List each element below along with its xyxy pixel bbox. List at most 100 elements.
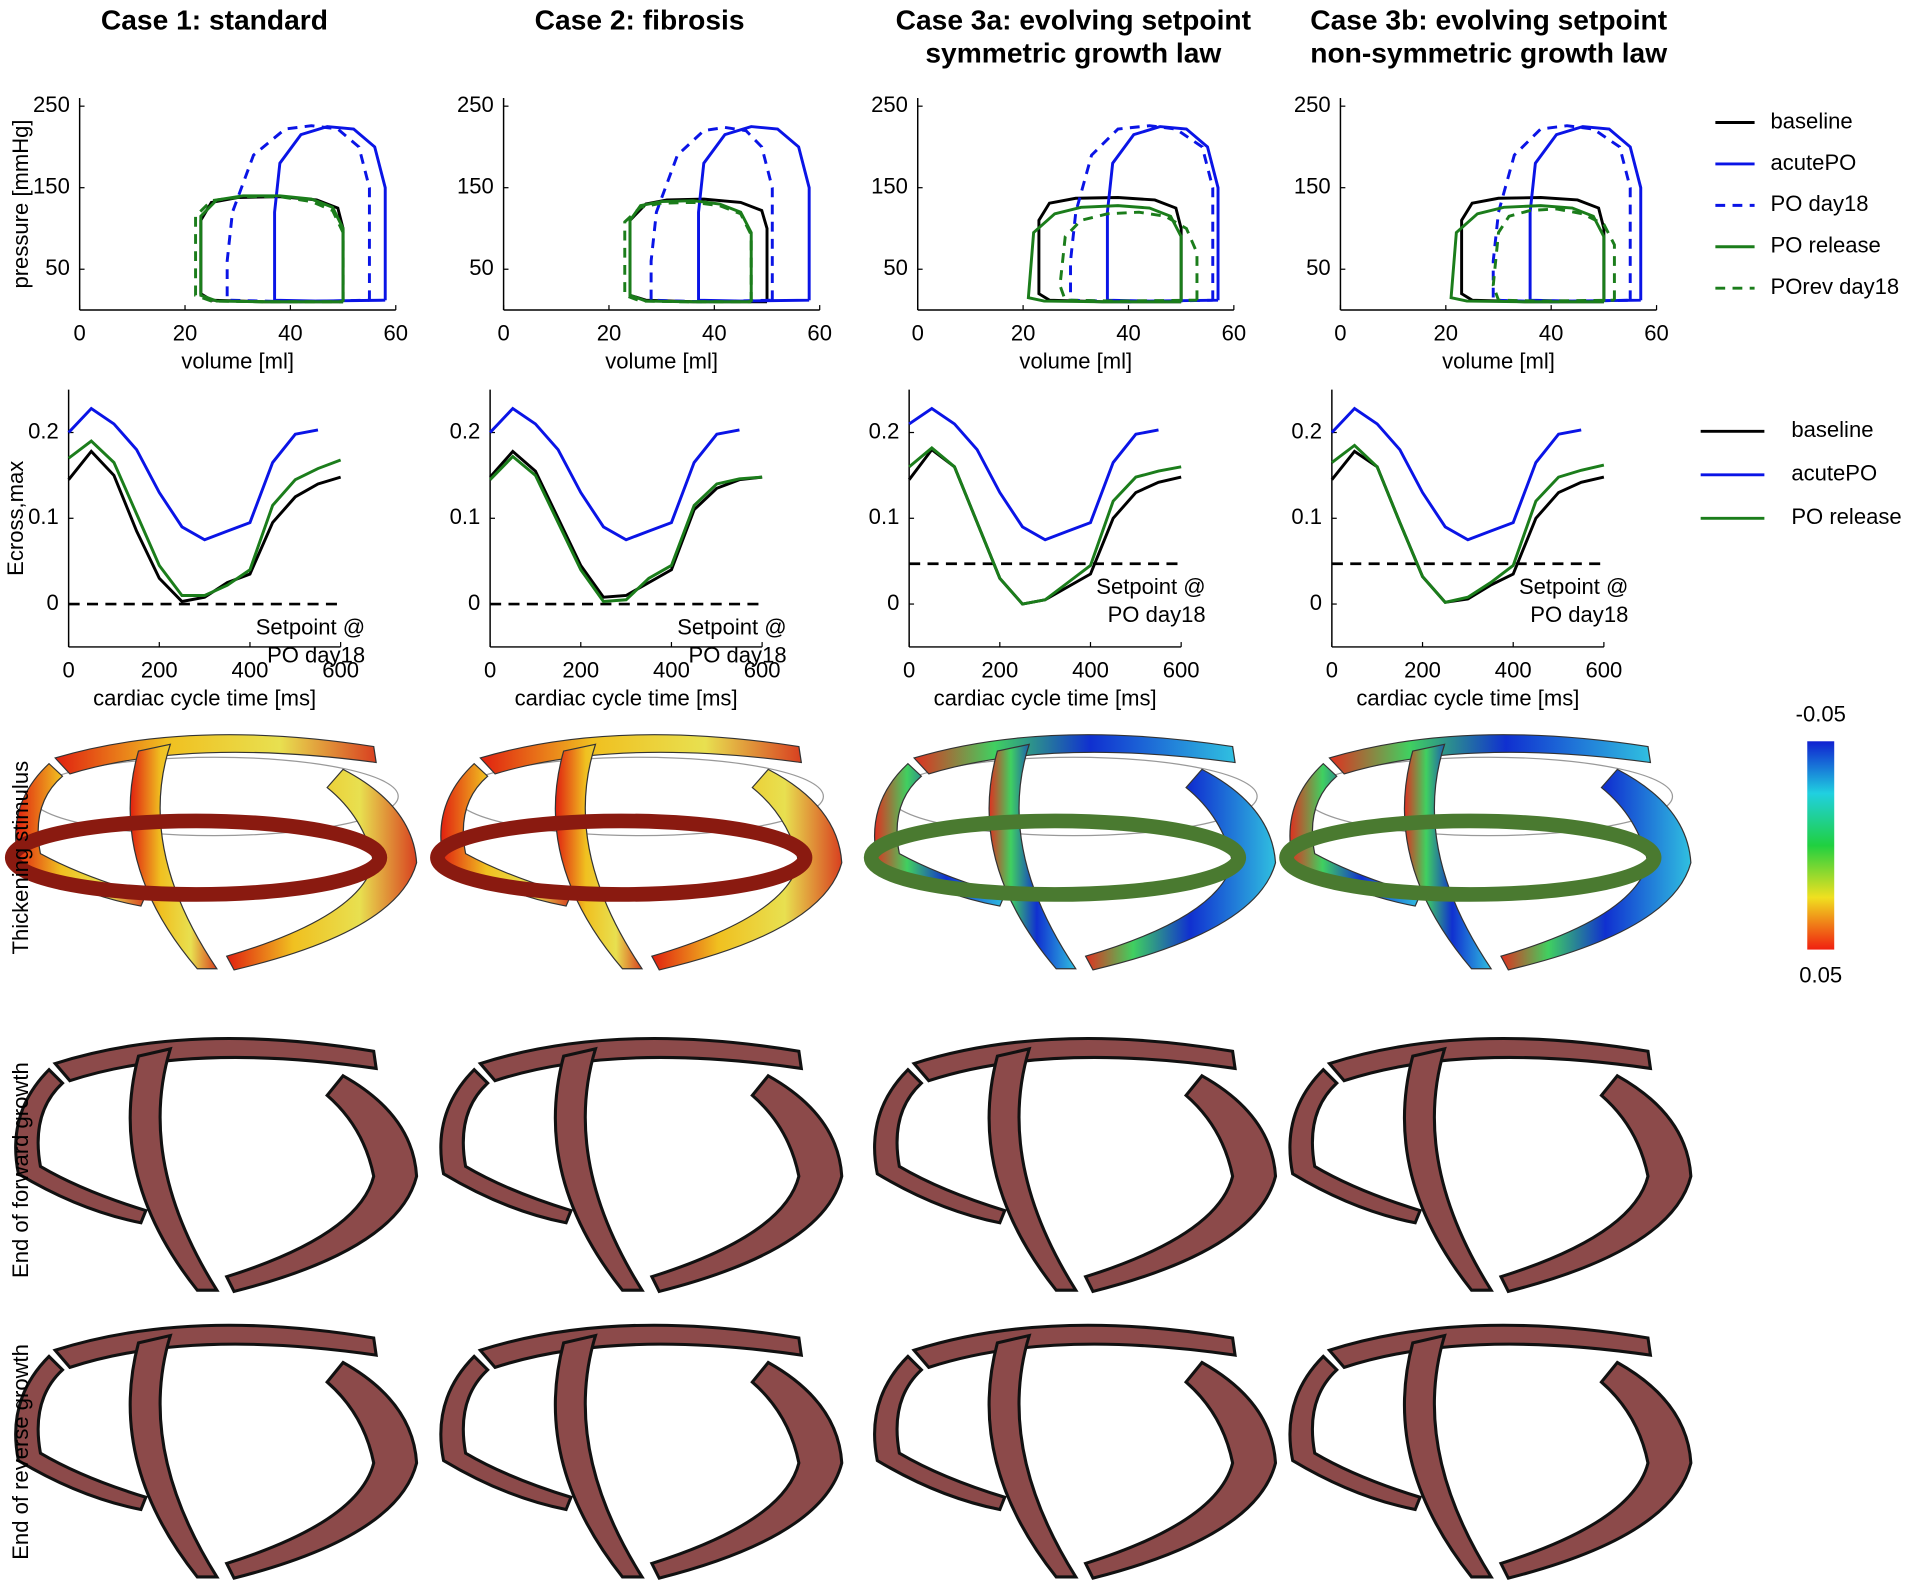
x-tick-label: 60 — [1644, 320, 1669, 345]
colorbar-label: -0.05 — [1796, 701, 1846, 726]
x-tick-label: 20 — [1434, 320, 1459, 345]
x-tick-label: 0 — [62, 657, 74, 682]
series-line — [1449, 204, 1606, 304]
y-tick-label: 0.2 — [450, 418, 481, 443]
series-line — [908, 446, 1182, 606]
x-axis-label: cardiac cycle time [ms] — [1356, 685, 1579, 710]
x-tick-label: 0 — [484, 657, 496, 682]
legend-label: acutePO — [1771, 150, 1857, 175]
x-tick-label: 200 — [141, 657, 178, 682]
row-label: Thickening stimulus — [8, 761, 33, 955]
y-tick-label: 0.2 — [1291, 418, 1322, 443]
series-line — [1069, 124, 1215, 304]
x-tick-label: 600 — [1163, 657, 1200, 682]
y-tick-label: 0 — [468, 590, 480, 615]
annotation: PO day18 — [267, 643, 365, 668]
series-line — [908, 406, 1159, 542]
series-line — [67, 439, 342, 597]
y-axis-label: pressure [mmHg] — [8, 119, 33, 288]
y-tick-label: 0.2 — [28, 418, 59, 443]
y-tick-label: 250 — [1294, 92, 1331, 117]
x-tick-label: 400 — [232, 657, 269, 682]
series-line — [697, 125, 811, 303]
y-tick-label: 50 — [45, 255, 70, 280]
ring — [1279, 813, 1662, 902]
x-tick-label: 600 — [1585, 657, 1622, 682]
valve-render — [873, 1323, 1278, 1580]
ring — [430, 813, 813, 902]
series-line — [225, 124, 371, 304]
x-tick-label: 0 — [497, 320, 509, 345]
forward-growth-renders — [14, 1036, 1693, 1293]
series-line — [489, 449, 763, 599]
series-line — [1491, 207, 1616, 303]
legend-label: PO day18 — [1771, 191, 1869, 216]
annotation: Setpoint @ — [677, 614, 786, 639]
y-tick-label: 0 — [47, 590, 59, 615]
x-tick-label: 0 — [1326, 657, 1338, 682]
legend-label: baseline — [1791, 417, 1873, 442]
ring — [863, 813, 1247, 902]
series-line — [199, 195, 345, 304]
valve-render — [1288, 1323, 1693, 1580]
series-line — [67, 406, 319, 542]
colorbar-label: 0.05 — [1799, 962, 1842, 987]
legend-label: POrev day18 — [1771, 274, 1900, 299]
y-tick-label: 50 — [469, 255, 494, 280]
y-tick-label: 0 — [1310, 590, 1322, 615]
valve-render — [14, 1036, 419, 1293]
column-title: non-symmetric growth law — [1310, 37, 1667, 69]
column-title: Case 3b: evolving setpoint — [1310, 3, 1668, 35]
y-tick-label: 250 — [457, 92, 494, 117]
series-line — [1330, 406, 1582, 542]
y-tick-label: 0.1 — [28, 504, 59, 529]
valve-render — [439, 1323, 844, 1580]
x-axis-label: volume [ml] — [181, 349, 294, 374]
row-label: End of reverse growth — [8, 1344, 33, 1560]
ring — [4, 813, 388, 902]
series-line — [199, 194, 345, 304]
x-axis-label: volume [ml] — [605, 349, 718, 374]
x-tick-label: 40 — [1116, 320, 1141, 345]
x-tick-label: 40 — [702, 320, 727, 345]
y-tick-label: 150 — [33, 174, 70, 199]
reverse-growth-renders — [14, 1323, 1693, 1580]
y-axis-label: Ecross,max — [3, 461, 28, 576]
x-axis-label: volume [ml] — [1019, 349, 1132, 374]
x-tick-label: 200 — [1404, 657, 1441, 682]
valve-render — [873, 734, 1277, 971]
y-tick-label: 0.1 — [1291, 504, 1322, 529]
y-tick-label: 0.1 — [450, 504, 481, 529]
series-line — [1058, 210, 1199, 303]
series-line — [67, 449, 342, 604]
x-tick-label: 20 — [173, 320, 198, 345]
column-title: Case 3a: evolving setpoint — [896, 3, 1252, 35]
annotation: PO day18 — [1108, 602, 1206, 627]
valve-render — [1288, 1036, 1693, 1293]
column-title: Case 1: standard — [101, 3, 328, 35]
column-title: Case 2: fibrosis — [535, 3, 745, 35]
y-tick-label: 250 — [33, 92, 70, 117]
valve-render — [15, 734, 418, 971]
x-axis-label: volume [ml] — [1442, 349, 1555, 374]
x-tick-label: 40 — [1539, 320, 1564, 345]
x-tick-label: 400 — [653, 657, 690, 682]
valve-render — [440, 734, 843, 971]
series-line — [1330, 443, 1605, 604]
y-tick-label: 150 — [871, 174, 908, 199]
row-label: End of forward growth — [8, 1062, 33, 1278]
y-tick-label: 250 — [871, 92, 908, 117]
valve-render — [14, 1323, 419, 1580]
x-tick-label: 60 — [807, 320, 832, 345]
valve-render — [1289, 734, 1692, 971]
y-tick-label: 50 — [883, 255, 908, 280]
series-line — [1026, 204, 1183, 304]
legend-label: acutePO — [1791, 461, 1877, 486]
y-tick-label: 150 — [1294, 174, 1331, 199]
valve-render — [439, 1036, 844, 1293]
valve-render — [873, 1036, 1278, 1293]
legend-label: baseline — [1771, 108, 1853, 133]
x-tick-label: 400 — [1072, 657, 1109, 682]
